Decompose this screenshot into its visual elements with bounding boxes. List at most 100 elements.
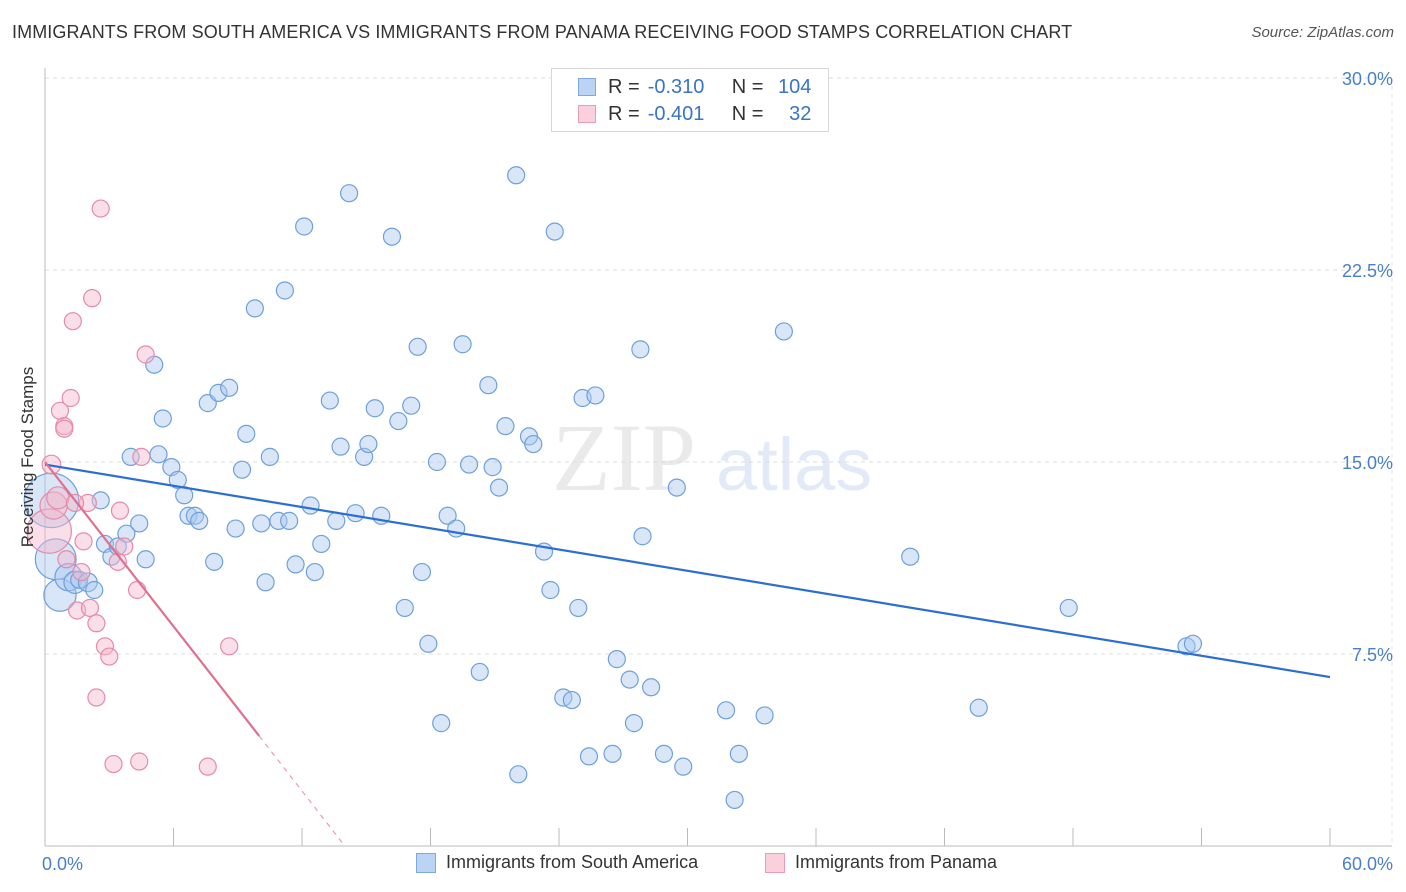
source-label: Source: ZipAtlas.com — [1251, 24, 1394, 41]
data-point — [969, 698, 988, 717]
data-point — [269, 511, 288, 530]
trend-line-south-america — [44, 463, 1331, 679]
data-point — [198, 757, 217, 776]
data-point — [624, 714, 644, 733]
data-point — [91, 199, 110, 218]
legend-n-label: N = — [731, 75, 764, 98]
data-point — [130, 514, 149, 533]
data-point — [83, 289, 102, 308]
data-point — [395, 598, 414, 618]
data-point — [382, 227, 402, 246]
data-point — [774, 322, 793, 341]
data-point — [340, 184, 359, 203]
data-point — [260, 447, 279, 466]
data-point — [607, 650, 626, 669]
data-point — [459, 455, 479, 474]
data-point — [755, 706, 774, 725]
series-south-america — [23, 166, 1203, 810]
data-point — [85, 580, 104, 600]
data-point — [127, 580, 147, 600]
data-point — [130, 752, 149, 771]
data-point — [389, 411, 408, 431]
data-point — [26, 508, 72, 554]
data-point — [346, 504, 365, 523]
data-point — [1183, 634, 1203, 653]
data-point — [541, 580, 560, 600]
data-point — [275, 281, 294, 300]
data-point — [108, 552, 127, 571]
data-point — [136, 345, 155, 364]
data-point — [295, 217, 314, 236]
data-point — [725, 790, 744, 810]
bottom-legend-label-panama: Immigrants from Panama — [795, 852, 998, 872]
data-point — [412, 562, 432, 582]
legend-r-label: R = — [608, 75, 640, 98]
data-point — [631, 340, 650, 359]
data-point — [245, 299, 264, 318]
trend-line-panama-extension — [258, 735, 346, 847]
data-point — [61, 388, 80, 408]
data-point — [209, 383, 228, 402]
legend-n-value: 32 — [789, 102, 812, 125]
data-point — [320, 391, 339, 410]
data-point — [153, 409, 172, 428]
data-point — [729, 744, 749, 763]
data-point — [226, 519, 245, 538]
data-point — [365, 399, 384, 418]
data-point — [716, 701, 736, 720]
bottom-legend-panama: Immigrants from Panama — [765, 852, 997, 873]
data-point — [115, 537, 134, 556]
data-point — [252, 514, 271, 533]
data-point — [136, 550, 155, 569]
data-point — [654, 744, 674, 763]
legend-r-label: R = — [608, 102, 640, 125]
trend-line-panama — [44, 461, 261, 737]
bottom-legend-swatch-panama — [765, 852, 785, 873]
y-tick-label: 7.5% — [1352, 645, 1393, 665]
data-point — [586, 386, 605, 405]
data-point — [641, 678, 661, 697]
data-point — [104, 754, 123, 774]
legend-row-south-america: R = -0.310 N = 104 — [578, 74, 811, 100]
data-point — [562, 690, 581, 710]
watermark: ZIP atlas — [552, 404, 872, 511]
bottom-legend-label-south-america: Immigrants from South America — [446, 852, 699, 872]
trend-lines — [44, 461, 1331, 847]
y-axis-label: Receiving Food Stamps — [18, 366, 37, 548]
data-point — [190, 511, 209, 530]
data-point — [633, 527, 652, 546]
data-point — [901, 547, 920, 566]
data-point — [237, 424, 256, 443]
data-point — [220, 637, 239, 656]
x-tick-label: 60.0% — [1342, 854, 1393, 874]
y-tick-label: 15.0% — [1342, 453, 1393, 473]
data-point — [419, 634, 438, 653]
data-point — [359, 434, 378, 454]
data-point — [100, 647, 119, 666]
data-point — [331, 437, 350, 456]
data-point — [286, 555, 305, 574]
data-point — [305, 562, 324, 582]
x-tick-label: 0.0% — [42, 854, 83, 874]
data-point — [438, 506, 457, 525]
data-point — [453, 335, 472, 354]
legend-swatch-panama — [578, 105, 596, 123]
data-point — [63, 312, 82, 331]
data-point — [256, 573, 275, 592]
bottom-legend-south-america: Immigrants from South America — [416, 852, 698, 873]
legend-r-value: -0.310 — [647, 75, 705, 98]
data-point — [55, 419, 74, 438]
data-point — [301, 496, 320, 515]
legend-row-panama: R = -0.401 N = 32 — [578, 101, 811, 127]
data-point — [479, 376, 498, 395]
data-point — [427, 452, 447, 472]
chart-title: IMMIGRANTS FROM SOUTH AMERICA VS IMMIGRA… — [12, 22, 1073, 42]
data-point — [545, 222, 564, 241]
watermark-zip: ZIP — [552, 404, 696, 511]
data-point — [132, 447, 151, 466]
data-point — [603, 744, 622, 763]
data-point — [43, 578, 77, 612]
data-point — [149, 445, 168, 464]
data-point — [95, 637, 115, 656]
